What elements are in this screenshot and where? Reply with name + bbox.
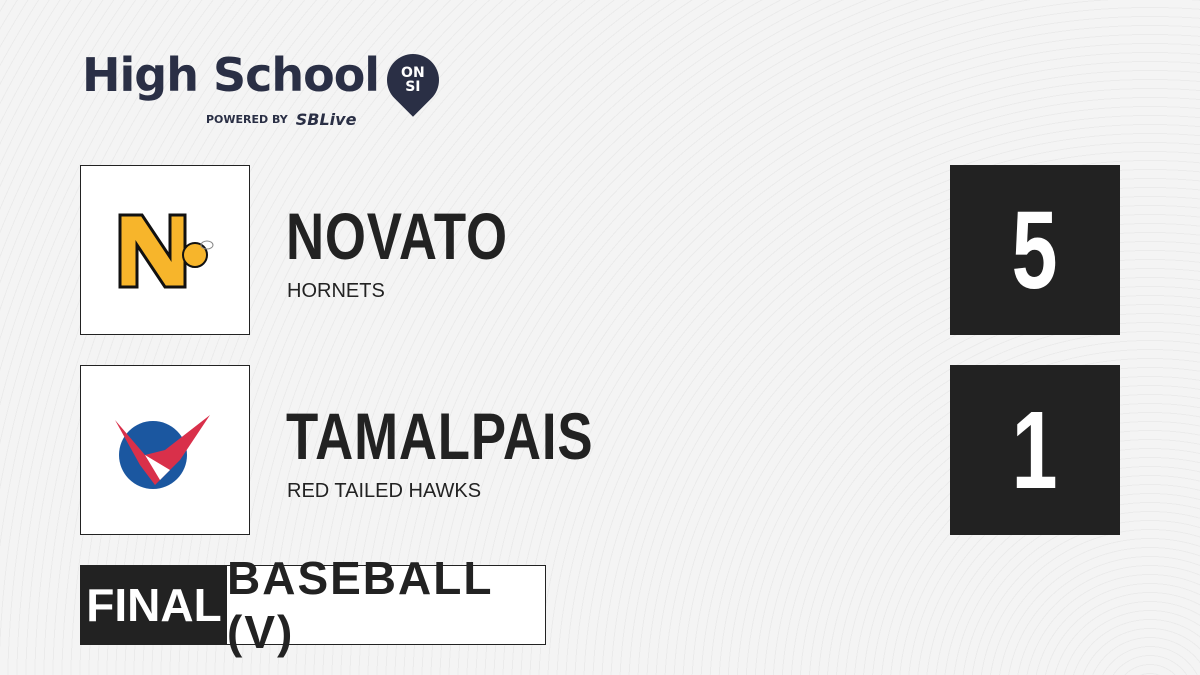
high-school-on-si-logo: High School ON SI	[82, 43, 450, 117]
location-pin-icon: ON SI	[376, 43, 450, 117]
away-team-score: 1	[950, 365, 1120, 535]
novato-logo	[80, 165, 250, 335]
home-team-score: 5	[950, 165, 1120, 335]
brand-title: High School	[82, 48, 380, 102]
sblive-logo: SBLive	[295, 110, 357, 129]
away-team-name: TAMALPAIS	[286, 399, 594, 473]
game-status-bar: FINAL BASEBALL (V)	[80, 552, 546, 658]
away-team-mascot: RED TAILED HAWKS	[287, 480, 482, 502]
tamalpais-logo	[80, 365, 250, 535]
home-team-name: NOVATO	[286, 199, 508, 273]
powered-by: POWERED BY SBLive	[206, 110, 357, 129]
home-team-mascot: HORNETS	[287, 280, 385, 302]
sport-label: BASEBALL (V)	[227, 552, 493, 658]
final-label: FINAL	[81, 566, 227, 644]
